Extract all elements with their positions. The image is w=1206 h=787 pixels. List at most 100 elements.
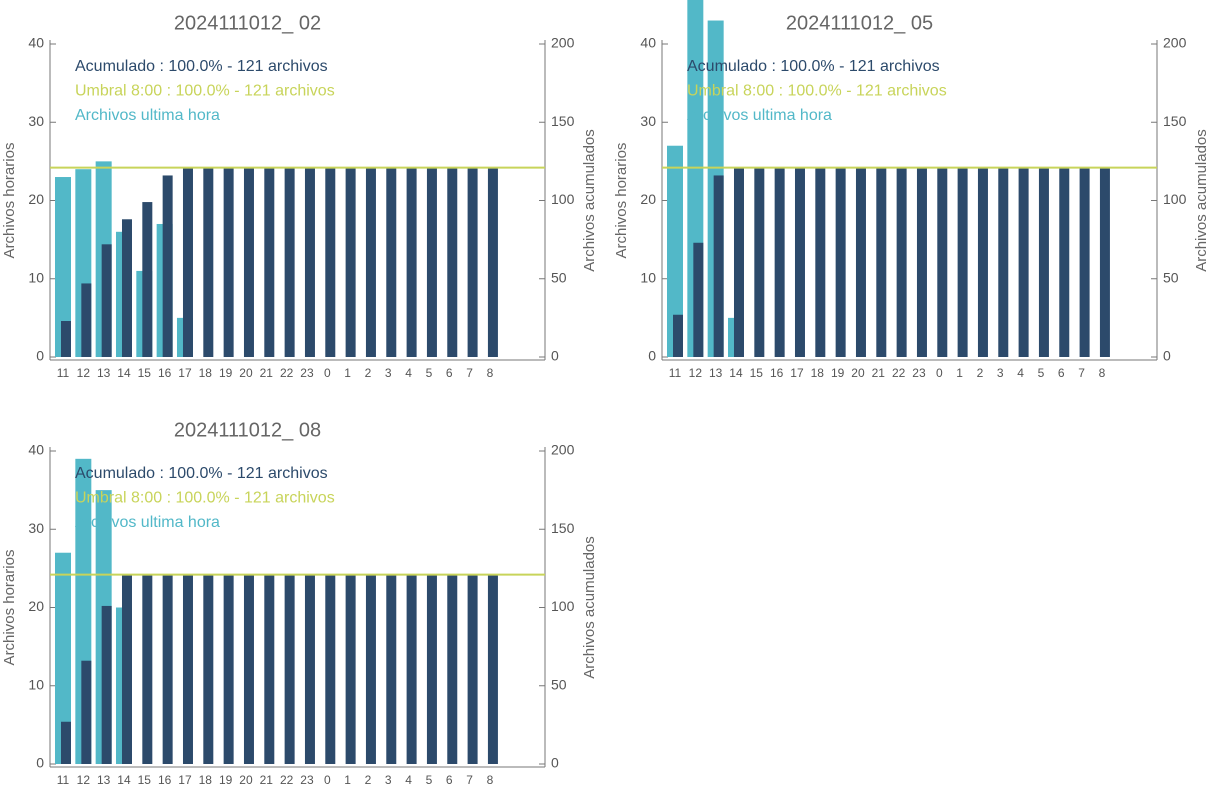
x-tick-label: 13 bbox=[97, 366, 111, 380]
cumulative-bar bbox=[937, 167, 948, 357]
x-tick-label: 13 bbox=[709, 366, 723, 380]
x-tick-label: 16 bbox=[770, 366, 784, 380]
cumulative-bar bbox=[815, 167, 826, 357]
cumulative-bar bbox=[998, 167, 1009, 357]
x-tick-label: 17 bbox=[178, 366, 192, 380]
cumulative-bar bbox=[713, 175, 724, 357]
x-tick-label: 22 bbox=[280, 366, 294, 380]
x-tick-label: 17 bbox=[790, 366, 804, 380]
x-tick-label: 12 bbox=[77, 366, 91, 380]
legend-entry: Umbral 8:00 : 100.0% - 121 archivos bbox=[75, 83, 335, 100]
cumulative-bar bbox=[284, 167, 295, 357]
x-tick-label: 4 bbox=[405, 773, 412, 787]
y2-tick-label: 200 bbox=[1163, 35, 1187, 51]
y2-tick-label: 100 bbox=[551, 191, 575, 207]
cumulative-bar bbox=[487, 167, 498, 357]
x-tick-label: 5 bbox=[1038, 366, 1045, 380]
y2-axis-label: Archivos acumulados bbox=[581, 129, 598, 272]
y2-tick-label: 100 bbox=[1163, 191, 1187, 207]
cumulative-bar bbox=[447, 167, 458, 357]
cumulative-bar bbox=[467, 167, 478, 357]
cumulative-bar bbox=[243, 574, 254, 764]
x-tick-label: 6 bbox=[1058, 366, 1065, 380]
x-tick-label: 0 bbox=[324, 366, 331, 380]
x-tick-label: 19 bbox=[219, 366, 233, 380]
cumulative-bar bbox=[345, 574, 356, 764]
x-tick-label: 22 bbox=[892, 366, 906, 380]
y2-tick-label: 200 bbox=[551, 35, 575, 51]
cumulative-bar bbox=[243, 167, 254, 357]
x-tick-label: 12 bbox=[689, 366, 703, 380]
y-axis-label: Archivos horarios bbox=[613, 143, 630, 259]
legend-entry: Acumulado : 100.0% - 121 archivos bbox=[75, 58, 328, 75]
cumulative-bar bbox=[203, 574, 214, 764]
x-tick-label: 21 bbox=[872, 366, 886, 380]
x-tick-label: 14 bbox=[117, 366, 131, 380]
x-tick-label: 14 bbox=[117, 773, 131, 787]
cumulative-bar bbox=[957, 167, 968, 357]
hourly-bar bbox=[667, 145, 683, 357]
y-tick-label: 10 bbox=[28, 269, 44, 285]
x-tick-label: 8 bbox=[487, 366, 494, 380]
y2-tick-label: 150 bbox=[1163, 113, 1187, 129]
x-tick-label: 15 bbox=[138, 366, 152, 380]
cumulative-bar bbox=[284, 574, 295, 764]
y-tick-label: 40 bbox=[28, 442, 44, 458]
cumulative-bar bbox=[406, 574, 417, 764]
x-tick-label: 11 bbox=[57, 366, 70, 380]
x-tick-label: 18 bbox=[199, 366, 213, 380]
y-tick-label: 0 bbox=[648, 348, 656, 364]
cumulative-bar bbox=[467, 574, 478, 764]
y2-tick-label: 0 bbox=[1163, 348, 1171, 364]
x-tick-label: 2 bbox=[365, 773, 372, 787]
cumulative-bar bbox=[81, 660, 92, 764]
y-tick-label: 0 bbox=[36, 755, 44, 771]
y-tick-label: 20 bbox=[28, 598, 44, 614]
cumulative-bar bbox=[855, 167, 866, 357]
x-tick-label: 21 bbox=[260, 773, 274, 787]
x-tick-label: 17 bbox=[178, 773, 192, 787]
y2-tick-label: 150 bbox=[551, 520, 575, 536]
cumulative-bar bbox=[1079, 167, 1090, 357]
chart: 2024111012_ 02010203040050100150200Archi… bbox=[1, 12, 598, 380]
cumulative-bar bbox=[774, 167, 785, 357]
y2-tick-label: 50 bbox=[551, 269, 567, 285]
cumulative-bar bbox=[365, 574, 376, 764]
y2-tick-label: 0 bbox=[551, 348, 559, 364]
cumulative-bar bbox=[896, 167, 907, 357]
y2-tick-label: 200 bbox=[551, 442, 575, 458]
x-tick-label: 18 bbox=[811, 366, 825, 380]
cumulative-bar bbox=[835, 167, 846, 357]
cumulative-bar bbox=[101, 605, 112, 764]
x-tick-label: 19 bbox=[831, 366, 845, 380]
y-tick-label: 10 bbox=[28, 676, 44, 692]
cumulative-bar bbox=[182, 167, 193, 357]
cumulative-bar bbox=[426, 574, 437, 764]
y-tick-label: 40 bbox=[640, 35, 656, 51]
x-tick-label: 4 bbox=[1017, 366, 1024, 380]
legend-entry: Archivos ultima hora bbox=[687, 107, 832, 124]
x-tick-label: 23 bbox=[912, 366, 926, 380]
cumulative-bar bbox=[426, 167, 437, 357]
y-tick-label: 20 bbox=[28, 191, 44, 207]
x-tick-label: 2 bbox=[977, 366, 984, 380]
x-tick-label: 15 bbox=[750, 366, 764, 380]
x-tick-label: 6 bbox=[446, 773, 453, 787]
chart-title: 2024111012_ 08 bbox=[174, 419, 321, 441]
y-tick-label: 30 bbox=[640, 113, 656, 129]
legend-entry: Umbral 8:00 : 100.0% - 121 archivos bbox=[687, 83, 947, 100]
cumulative-bar bbox=[121, 574, 132, 764]
x-tick-label: 20 bbox=[851, 366, 865, 380]
cumulative-bar bbox=[365, 167, 376, 357]
cumulative-bar bbox=[162, 574, 173, 764]
x-tick-label: 0 bbox=[324, 773, 331, 787]
x-tick-label: 1 bbox=[344, 366, 351, 380]
legend-entry: Archivos ultima hora bbox=[75, 514, 220, 531]
legend-entry: Umbral 8:00 : 100.0% - 121 archivos bbox=[75, 490, 335, 507]
x-tick-label: 16 bbox=[158, 366, 172, 380]
cumulative-bar bbox=[101, 244, 112, 357]
cumulative-bar bbox=[304, 167, 315, 357]
cumulative-bar bbox=[304, 574, 315, 764]
y2-axis-label: Archivos acumulados bbox=[1193, 129, 1206, 272]
